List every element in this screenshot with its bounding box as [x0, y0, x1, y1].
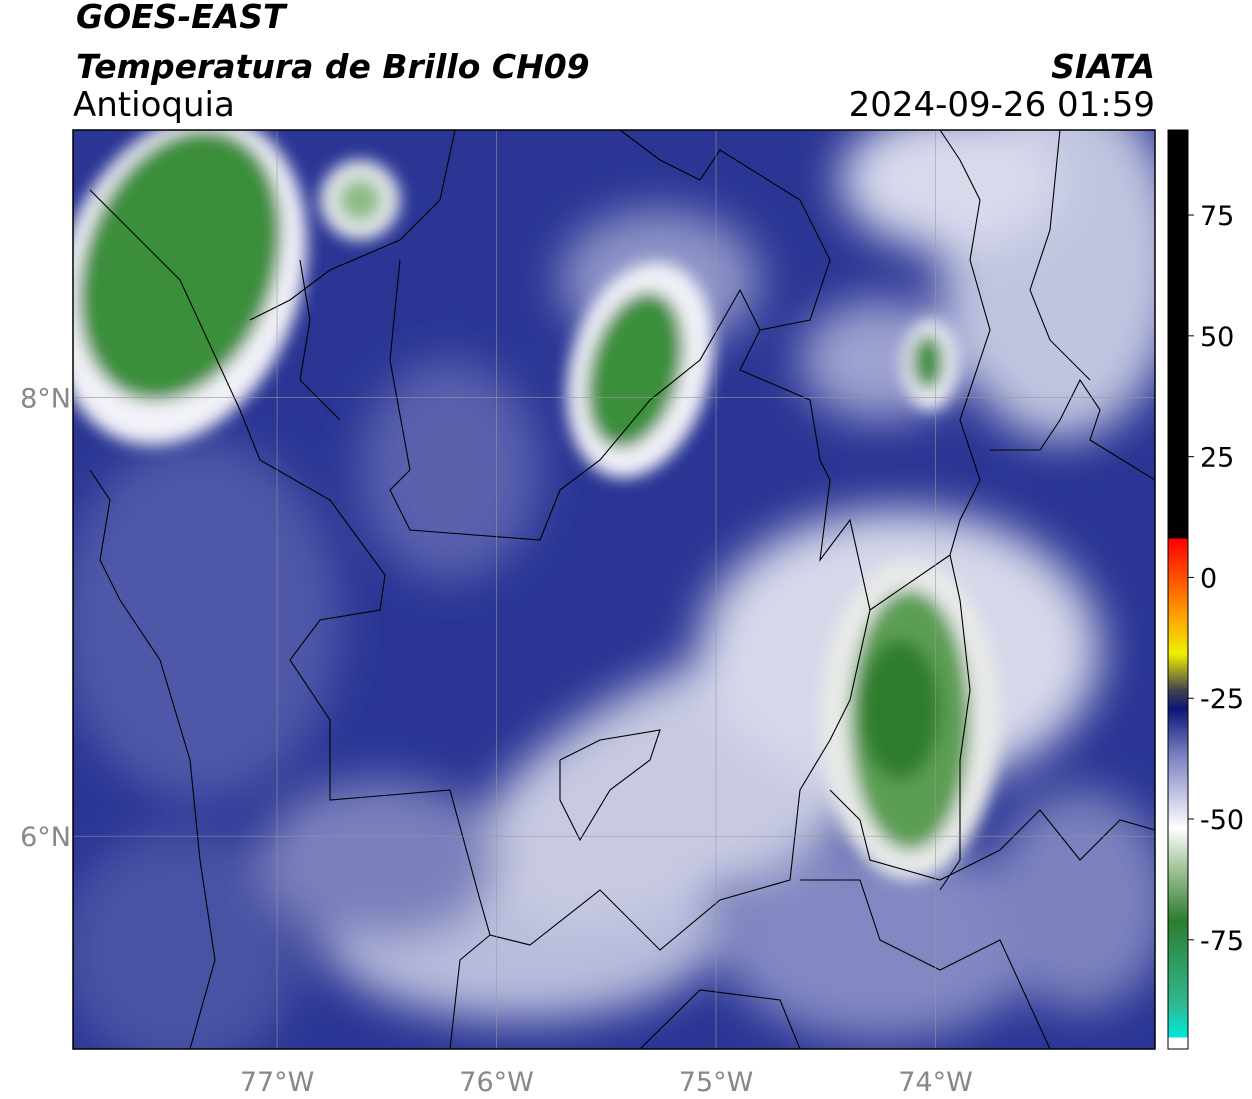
- boundaries: [89, 130, 1155, 1049]
- source: SIATA: [1051, 47, 1155, 86]
- colorbar-tick-label: 0: [1200, 563, 1217, 594]
- subtitle: Temperatura de Brillo CH09: [76, 47, 590, 86]
- colorbar-tick-label: 25: [1200, 443, 1234, 474]
- colorbar-tick-label: 50: [1200, 322, 1234, 353]
- colorbar: [1167, 129, 1189, 1050]
- region: Antioquia: [73, 85, 235, 125]
- colorbar-tick-label: 75: [1200, 201, 1234, 232]
- map-frame: [72, 129, 1156, 1050]
- colorbar-tick-label: -75: [1200, 926, 1244, 957]
- lon-tick-label: 75°W: [679, 1067, 754, 1098]
- lat-tick-label: 8°N: [20, 384, 71, 415]
- colorbar-tick-label: -50: [1200, 805, 1244, 836]
- lat-tick-label: 6°N: [20, 822, 71, 853]
- colorbar-tick-label: -25: [1200, 684, 1244, 715]
- timestamp: 2024-09-26 01:59: [849, 85, 1155, 125]
- lon-tick-label: 74°W: [898, 1067, 973, 1098]
- title: GOES-EAST: [76, 0, 288, 36]
- lon-tick-label: 77°W: [240, 1067, 315, 1098]
- satellite-image: [73, 130, 1155, 1049]
- lon-tick-label: 76°W: [459, 1067, 534, 1098]
